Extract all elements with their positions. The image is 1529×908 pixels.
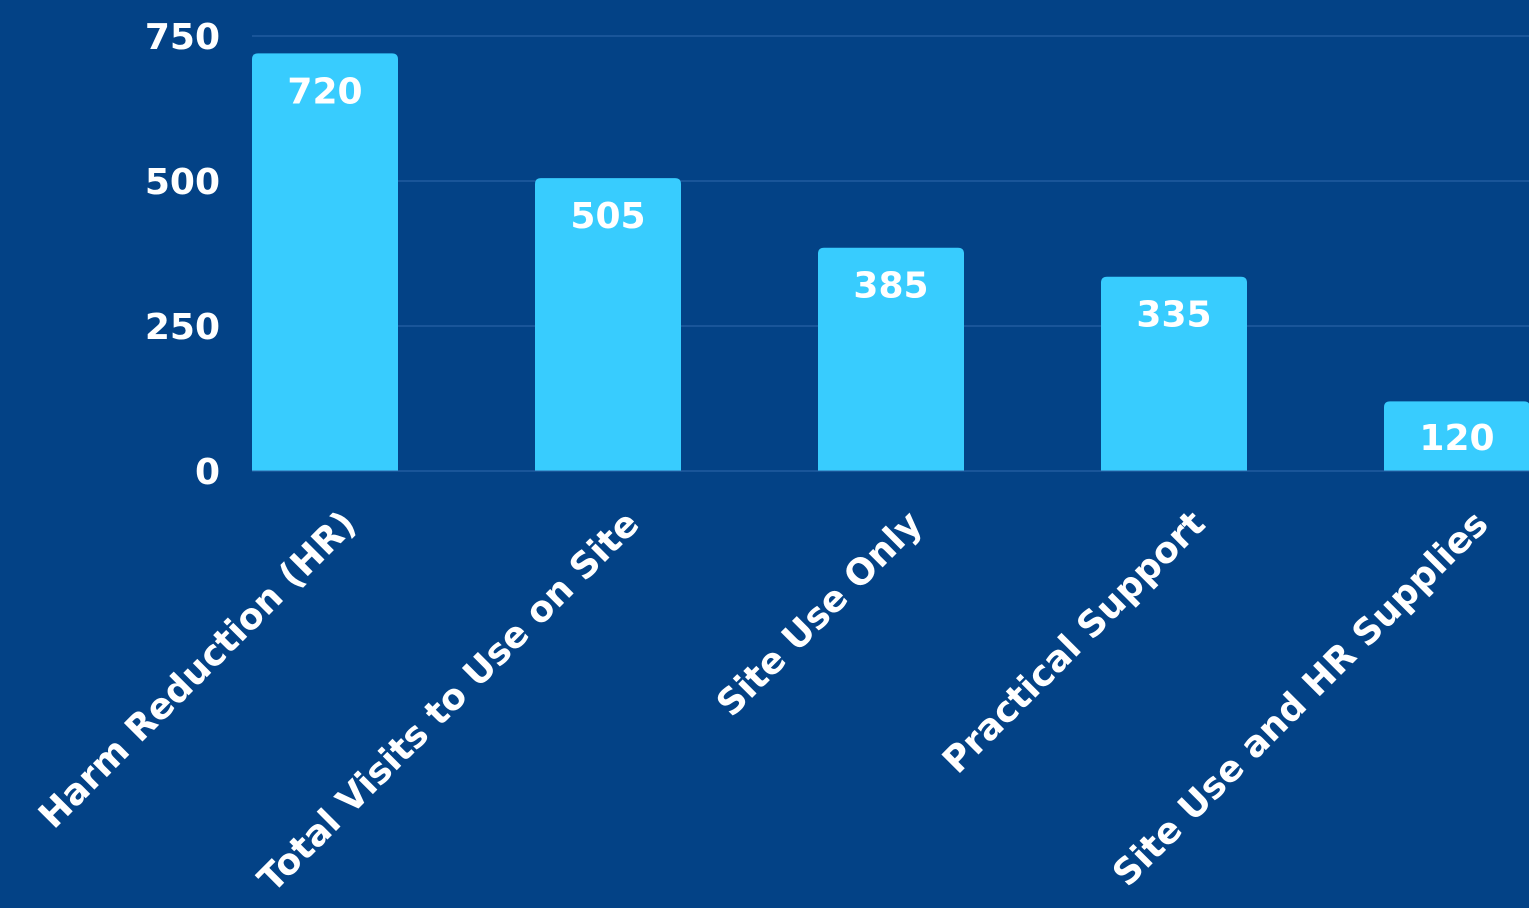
category-label: Practical Support [935,503,1213,781]
bar-value-label: 505 [570,196,645,237]
bar-value-label: 335 [1136,295,1211,336]
bar-value-label: 120 [1419,418,1494,459]
category-label: Harm Reduction (HR) [31,503,364,836]
bar [818,247,964,471]
y-tick-label: 500 [145,162,220,203]
y-tick-label: 750 [145,17,220,58]
y-tick-label: 0 [195,452,220,493]
category-label: Site Use Only [709,503,930,724]
bar [1384,401,1529,471]
bar [1101,276,1247,471]
bar-value-label: 720 [287,71,362,112]
y-tick-label: 250 [145,307,220,348]
bar [535,178,681,471]
bar-value-label: 385 [853,266,928,307]
bar [252,53,398,472]
